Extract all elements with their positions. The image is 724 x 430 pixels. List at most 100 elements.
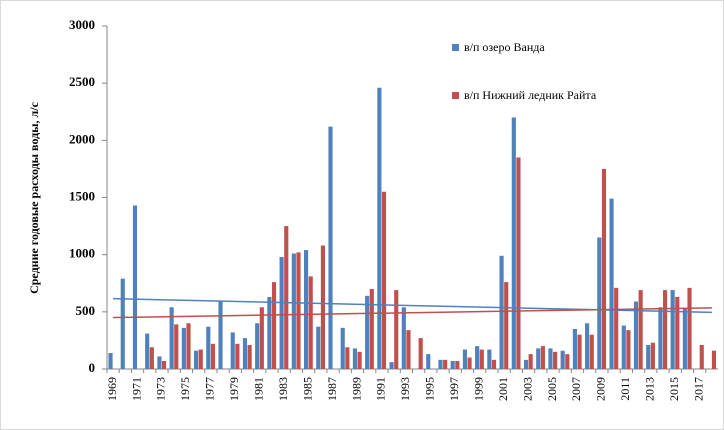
legend-label: в/п озеро Ванда [464, 40, 545, 54]
bar [597, 237, 602, 369]
bar [328, 126, 333, 369]
x-tick-label: 1995 [423, 377, 437, 401]
bar [259, 307, 264, 369]
bar [132, 205, 138, 369]
y-tick-label: 1000 [69, 246, 95, 261]
bar [633, 301, 639, 369]
y-axis-label: Средние годовые расходы воды, л/с [27, 101, 41, 294]
bar [157, 356, 162, 369]
bar [377, 87, 382, 370]
x-tick-label: 2001 [496, 377, 510, 401]
bar [585, 323, 590, 369]
bar [443, 359, 448, 369]
bar [455, 360, 460, 369]
bar [218, 301, 223, 369]
legend-label: в/п Нижний ледник Райта [464, 88, 597, 102]
y-tick-label: 0 [89, 360, 96, 375]
bar [438, 359, 443, 369]
x-tick-label: 1993 [398, 377, 412, 401]
bar [291, 253, 296, 369]
bar [577, 334, 582, 369]
bar [120, 278, 125, 369]
bar [401, 307, 406, 369]
bar [523, 359, 529, 369]
x-tick-label: 2015 [667, 377, 681, 401]
legend-swatch [452, 92, 459, 99]
bar [675, 296, 680, 369]
x-tick-label: 2011 [618, 377, 632, 401]
bar [528, 354, 533, 369]
x-tick-label: 1999 [471, 377, 485, 401]
bar [198, 349, 203, 369]
bar [426, 354, 431, 369]
bar [365, 295, 370, 369]
bar [511, 117, 516, 369]
y-tick-label: 3000 [69, 17, 95, 32]
bar [418, 338, 423, 369]
bar [565, 354, 570, 369]
bar [658, 307, 663, 369]
x-tick-label: 1989 [349, 377, 363, 401]
bar [210, 343, 216, 369]
bar [670, 290, 675, 369]
bar [450, 360, 455, 369]
bar [572, 328, 577, 369]
x-tick-label: 1977 [203, 377, 217, 401]
bar [255, 323, 260, 369]
bar [369, 288, 374, 369]
bar [650, 342, 655, 369]
y-tick-label: 1500 [69, 188, 95, 203]
bar [504, 282, 509, 369]
y-tick-label: 2500 [69, 74, 95, 89]
bar [394, 290, 399, 369]
x-tick-label: 1971 [129, 377, 143, 401]
bar [308, 276, 313, 369]
bar [406, 330, 411, 369]
x-tick-label: 1979 [227, 377, 241, 401]
bar [271, 282, 277, 369]
bar [553, 351, 558, 369]
bar [206, 326, 211, 369]
bar [186, 323, 191, 369]
bar [194, 350, 199, 369]
bar [516, 157, 521, 369]
bar [560, 350, 565, 369]
bar [174, 324, 179, 369]
bar [357, 351, 362, 369]
bar [279, 256, 284, 369]
x-tick-label: 2009 [594, 377, 608, 401]
trend-line [113, 307, 712, 319]
bar [682, 308, 687, 369]
x-tick-label: 2017 [691, 377, 705, 401]
x-tick-label: 2003 [520, 377, 534, 401]
bar [687, 287, 692, 369]
x-tick-label: 1997 [447, 377, 461, 401]
bar [609, 198, 614, 369]
x-tick-label: 2013 [643, 377, 657, 401]
bar [352, 348, 358, 369]
x-tick-label: 1987 [325, 377, 339, 401]
bar [235, 343, 240, 369]
bar [181, 327, 186, 369]
x-tick-label: 1991 [374, 377, 388, 401]
bar [389, 362, 394, 369]
bar [381, 191, 387, 369]
bar [626, 330, 631, 369]
x-tick-label: 1985 [300, 377, 314, 401]
x-tick-label: 2005 [545, 377, 559, 401]
bar [161, 360, 167, 369]
bar [267, 296, 272, 369]
bar [467, 357, 472, 369]
bar [589, 334, 594, 369]
bar [230, 332, 235, 369]
y-tick-label: 2000 [69, 131, 95, 146]
bar [491, 359, 497, 369]
bar [462, 349, 467, 369]
bar [621, 325, 626, 369]
x-tick-label: 1973 [154, 377, 168, 401]
bar [601, 168, 607, 369]
bar [340, 327, 345, 369]
bar [149, 347, 154, 369]
bar [699, 344, 704, 369]
